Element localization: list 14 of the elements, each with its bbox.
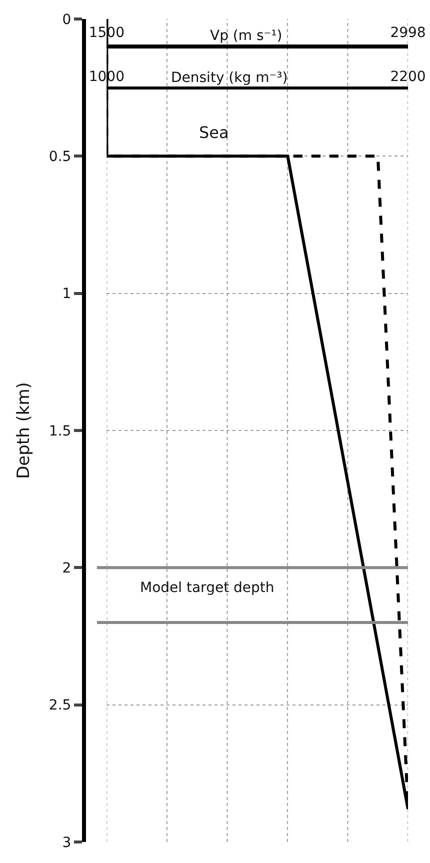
x-tick-label: 2998 [390,24,426,41]
y-tick-label: 3 [62,834,72,851]
y-tick-label: 1.5 [48,423,72,440]
annotation: Sea [199,123,229,142]
y-tick-label: 0.5 [48,149,72,166]
x-axis-title: Vp (m s⁻¹) [210,28,282,44]
y-tick-label: 2 [62,560,72,577]
y-axis-title: Depth (km) [14,382,34,479]
x2-axis-title: Density (kg m⁻³) [171,70,288,86]
y-tick-label: 1 [62,286,72,302]
y-tick-label: 0 [62,12,72,28]
x2-tick-label: 2200 [390,68,426,85]
y-tick-label: 2.5 [48,698,72,714]
ref-line-label: Model target depth [140,580,274,596]
